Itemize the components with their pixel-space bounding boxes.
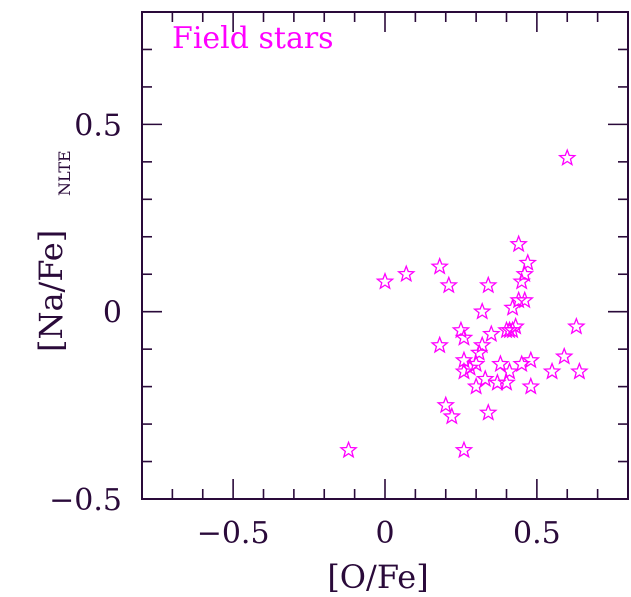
star-marker (439, 275, 459, 294)
plot-frame (141, 11, 629, 500)
star-marker (430, 256, 450, 275)
star-marker (478, 275, 498, 294)
star-marker (454, 328, 474, 346)
star-marker (491, 354, 510, 373)
star-marker (472, 335, 492, 354)
star-marker (451, 320, 471, 339)
y-tick-label: 0 (103, 296, 122, 331)
star-marker (478, 403, 498, 421)
data-points (339, 148, 589, 459)
y-axis-label-sub: NLTE (55, 150, 74, 196)
star-marker (567, 316, 586, 335)
star-marker (542, 361, 562, 380)
star-marker (554, 346, 574, 365)
star-marker (436, 395, 456, 414)
star-marker (475, 369, 495, 388)
star-marker (430, 335, 450, 354)
x-tick-label: −0.5 (197, 516, 270, 551)
star-marker (454, 440, 474, 459)
star-marker (466, 354, 486, 373)
y-axis-label-main: [Na/Fe] (32, 230, 70, 352)
star-marker (518, 253, 538, 271)
axis-ticks (142, 12, 628, 499)
star-marker (497, 373, 516, 391)
y-tick-label: −0.5 (49, 483, 122, 518)
x-tick-label: 0.5 (513, 516, 561, 551)
tick-labels: −0.5 0 0.5 −0.5 0 0.5 (49, 108, 561, 551)
star-marker (509, 290, 528, 309)
star-marker (339, 440, 358, 459)
star-marker (521, 350, 541, 369)
star-marker (375, 271, 395, 290)
star-marker (515, 290, 535, 309)
star-marker (472, 301, 492, 320)
star-marker (509, 234, 528, 253)
y-axis-label: [Na/Fe] NLTE (32, 150, 74, 352)
star-marker (442, 406, 462, 425)
star-marker (500, 361, 519, 380)
star-marker (515, 264, 535, 283)
star-marker (454, 361, 474, 380)
star-marker (460, 358, 480, 376)
x-axis-label: [O/Fe] (327, 558, 428, 596)
y-tick-label: 0.5 (74, 108, 122, 143)
star-marker (570, 361, 589, 380)
star-marker (557, 148, 577, 167)
x-tick-label: 0 (375, 516, 394, 551)
star-marker (396, 264, 416, 283)
star-marker (521, 376, 541, 395)
star-marker (503, 298, 522, 316)
star-marker (481, 324, 501, 343)
annotation-field-stars: Field stars (172, 21, 334, 56)
star-marker (506, 316, 525, 335)
